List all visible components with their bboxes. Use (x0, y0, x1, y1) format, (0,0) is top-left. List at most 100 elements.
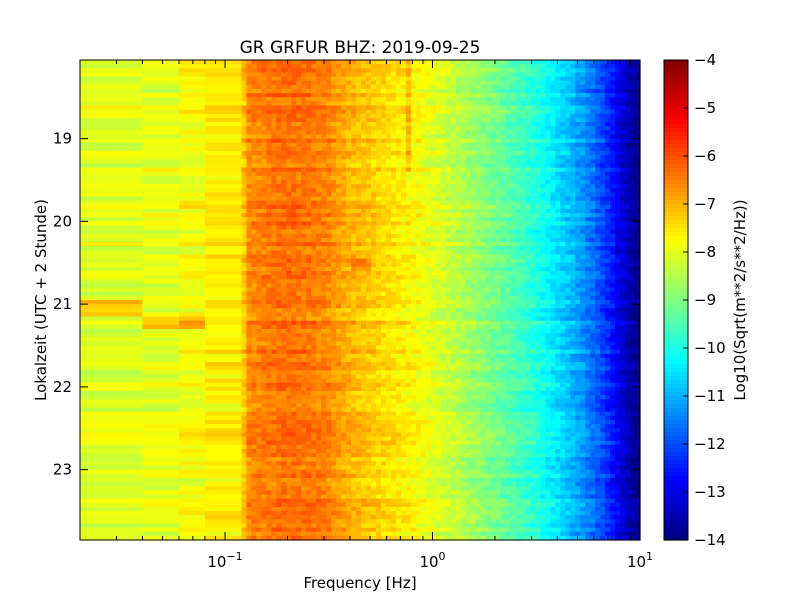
heatmap-cell (311, 80, 317, 86)
heatmap-cell (490, 242, 497, 247)
heatmap-cell (336, 300, 342, 305)
heatmap-cell (635, 233, 641, 239)
heatmap-cell (271, 287, 277, 293)
heatmap-cell (635, 180, 641, 185)
heatmap-cell (311, 163, 317, 169)
heatmap-cell (535, 142, 541, 148)
heatmap-cell (505, 68, 512, 74)
heatmap-cell (565, 192, 571, 198)
heatmap-cell (475, 291, 482, 297)
heatmap-cell (600, 287, 606, 293)
heatmap-cell (460, 208, 467, 214)
heatmap-cell (306, 72, 312, 78)
heatmap-cell (435, 196, 442, 202)
heatmap-cell (351, 130, 357, 136)
heatmap-cell (570, 175, 576, 181)
heatmap-cell (276, 295, 282, 301)
heatmap-cell (450, 105, 457, 111)
heatmap-cell (520, 254, 527, 260)
heatmap-cell (625, 117, 631, 123)
heatmap-cell (385, 76, 392, 82)
heatmap-cell (395, 175, 402, 181)
heatmap-cell (286, 175, 292, 181)
heatmap-cell (585, 279, 591, 285)
heatmap-cell (296, 117, 302, 123)
heatmap-cell (630, 295, 636, 301)
heatmap-cell (535, 134, 541, 140)
heatmap-cell (470, 68, 477, 74)
heatmap-cell (311, 250, 317, 256)
heatmap-cell (485, 208, 492, 214)
heatmap-cell (296, 213, 302, 218)
heatmap-cell (276, 93, 282, 98)
heatmap-cell (370, 76, 377, 82)
heatmap-cell (390, 266, 397, 272)
heatmap-cell (465, 180, 472, 185)
heatmap-cell (306, 188, 312, 194)
heatmap-cell (580, 258, 586, 264)
heatmap-cell (311, 97, 317, 102)
heatmap-cell (251, 80, 257, 86)
heatmap-cell (266, 196, 272, 202)
heatmap-cell (301, 117, 307, 123)
heatmap-cell (246, 163, 253, 169)
heatmap-cell (80, 126, 144, 131)
heatmap-cell (505, 64, 512, 69)
heatmap-cell (605, 171, 611, 177)
heatmap-cell (425, 171, 432, 177)
heatmap-cell (520, 105, 527, 111)
heatmap-cell (445, 68, 452, 74)
heatmap-cell (366, 291, 372, 297)
heatmap-cell (415, 134, 422, 140)
heatmap-cell (580, 295, 586, 301)
heatmap-cell (400, 105, 407, 111)
heatmap-cell (346, 171, 352, 177)
heatmap-cell (261, 80, 267, 86)
heatmap-cell (635, 68, 641, 74)
heatmap-cell (615, 93, 621, 98)
heatmap-cell (256, 171, 262, 177)
heatmap-cell (336, 60, 342, 65)
heatmap-cell (331, 80, 337, 86)
heatmap-cell (301, 113, 307, 119)
heatmap-cell (445, 84, 452, 90)
heatmap-cell (246, 221, 253, 227)
heatmap-cell (480, 250, 487, 256)
heatmap-cell (286, 221, 292, 227)
heatmap-cell (405, 250, 412, 256)
heatmap-cell (241, 188, 248, 194)
heatmap-cell (565, 109, 571, 115)
heatmap-cell (510, 101, 517, 107)
heatmap-cell (311, 109, 317, 115)
heatmap-cell (570, 246, 576, 251)
heatmap-cell (510, 192, 517, 198)
heatmap-cell (435, 192, 442, 198)
heatmap-cell (435, 171, 442, 177)
heatmap-cell (361, 134, 367, 140)
heatmap-cell (610, 213, 616, 218)
heatmap-cell (351, 291, 357, 297)
heatmap-cell (550, 155, 556, 160)
heatmap-cell (570, 221, 576, 227)
heatmap-cell (425, 97, 432, 102)
heatmap-cell (375, 113, 382, 119)
heatmap-cell (630, 258, 636, 264)
heatmap-cell (470, 221, 477, 227)
heatmap-cell (465, 175, 472, 181)
heatmap-cell (204, 159, 243, 165)
heatmap-cell (470, 93, 477, 98)
heatmap-cell (455, 101, 462, 107)
heatmap-cell (276, 217, 282, 222)
heatmap-cell (505, 113, 512, 119)
heatmap-cell (246, 126, 253, 131)
heatmap-cell (281, 184, 287, 189)
heatmap-cell (600, 64, 606, 69)
heatmap-cell (530, 208, 536, 214)
heatmap-cell (346, 138, 352, 144)
heatmap-cell (635, 250, 641, 256)
heatmap-cell (470, 159, 477, 165)
heatmap-cell (271, 246, 277, 251)
heatmap-cell (266, 229, 272, 235)
heatmap-cell (430, 130, 437, 136)
heatmap-cell (460, 295, 467, 301)
